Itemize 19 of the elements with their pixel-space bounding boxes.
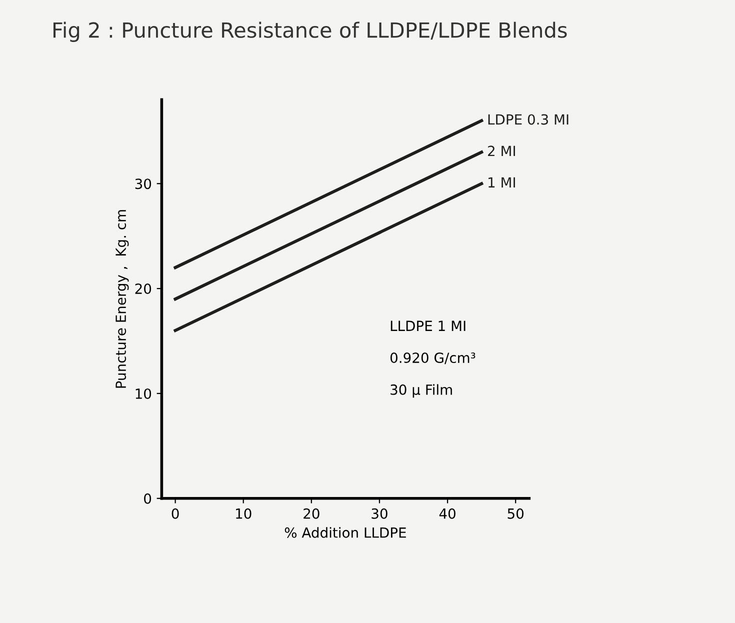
annotation: 0.920 G/cm³ (390, 352, 476, 364)
x-tick-label: 10 (236, 508, 252, 519)
series-label: 2 MI (488, 146, 515, 156)
chart-title: Fig 2 : Puncture Resistance of LLDPE/LDPE Blends (53, 22, 567, 42)
x-tick-label: 30 (372, 508, 388, 519)
x-tick-label: 50 (508, 508, 524, 519)
x-tick-label: 40 (439, 508, 456, 519)
series-label: LDPE 0.3 MI (488, 114, 568, 125)
annotation: 30 μ Film (390, 384, 452, 398)
y-tick-label: 20 (135, 284, 152, 294)
x-tick-label: 20 (304, 508, 320, 519)
y-axis-title: Puncture Energy , Kg. cm (116, 210, 129, 388)
series-label: 1 MI (488, 177, 515, 188)
y-tick-label: 0 (144, 493, 152, 504)
y-tick-label: 10 (136, 388, 152, 399)
annotation: LLDPE 1 MI (390, 320, 466, 331)
x-tick-label: 0 (172, 508, 179, 519)
x-axis-title: % Addition LLDPE (284, 527, 406, 538)
y-tick-label: 30 (135, 178, 152, 190)
